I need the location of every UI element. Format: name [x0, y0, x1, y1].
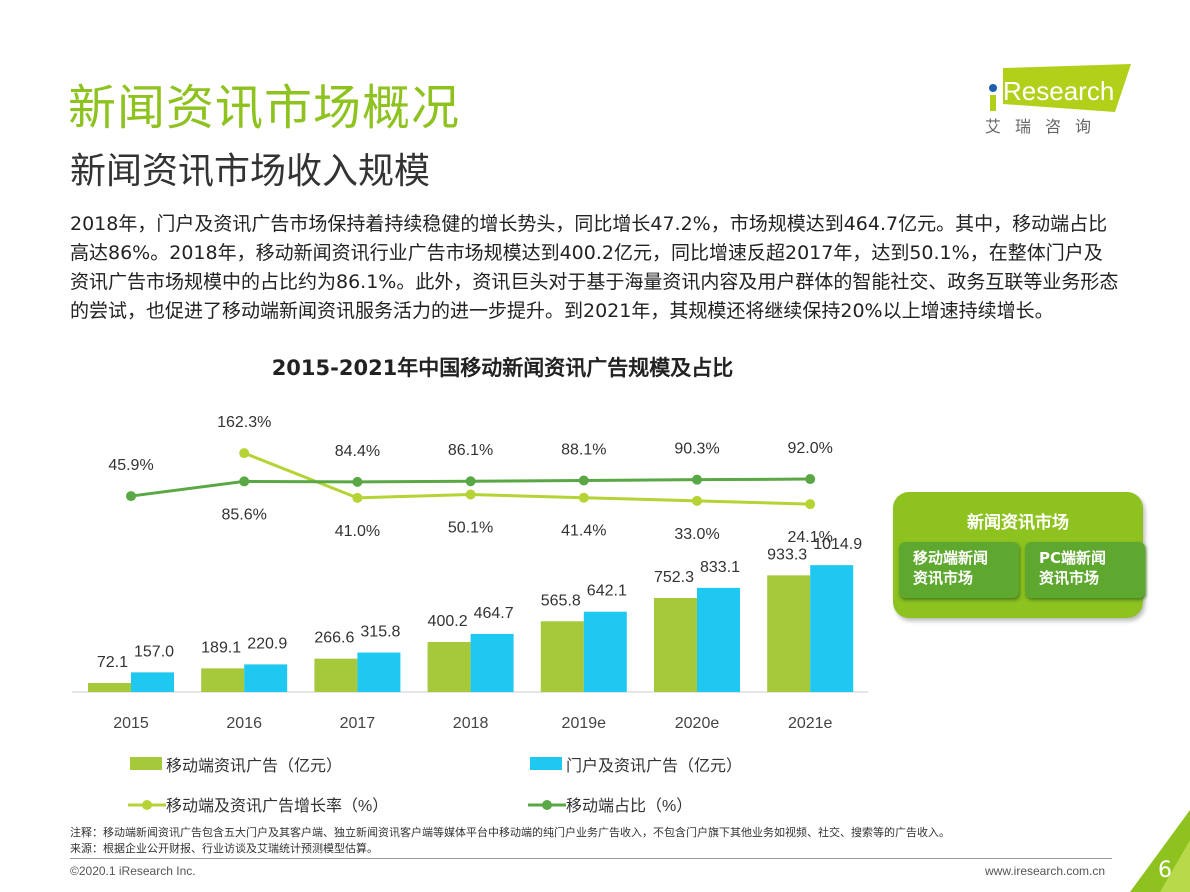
- line-point: [239, 448, 250, 459]
- diagram-item-mobile: 移动端新闻 资讯市场: [899, 542, 1019, 598]
- bar-label-mobile: 189.1: [201, 639, 241, 656]
- bar-label-portal: 464.7: [474, 605, 514, 622]
- line-point: [692, 495, 702, 506]
- website-link[interactable]: www.iresearch.com.cn: [985, 864, 1106, 878]
- diagram-item-pc: PC端新闻 资讯市场: [1025, 542, 1145, 598]
- line-label: 84.4%: [335, 443, 380, 460]
- page-title: 新闻资讯市场概况: [68, 80, 461, 136]
- line-point: [465, 489, 476, 500]
- footer-divider: [70, 858, 1112, 859]
- bar-label-mobile: 565.8: [541, 592, 581, 609]
- legend-label: 门户及资讯广告（亿元）: [566, 757, 742, 775]
- bar-portal: [810, 565, 854, 692]
- line-label: 41.4%: [561, 523, 606, 540]
- line-point: [352, 492, 363, 503]
- bar-mobile: [201, 668, 245, 692]
- bar-portal: [244, 664, 288, 692]
- line-label: 41.0%: [335, 523, 380, 540]
- page-number: 6: [1158, 858, 1172, 883]
- line-point: [805, 474, 816, 485]
- x-tick-label: 2018: [453, 715, 489, 732]
- line-label: 86.1%: [448, 442, 493, 459]
- legend-swatch: [130, 757, 162, 770]
- source-note: 来源：根据企业公开财报、行业访谈及艾瑞统计预测模型估算。: [70, 843, 378, 855]
- line-point: [239, 476, 250, 487]
- line-point: [465, 476, 476, 487]
- chart-title: 2015-2021年中国移动新闻资讯广告规模及占比: [271, 356, 734, 380]
- line-label: 92.0%: [788, 440, 833, 457]
- bar-portal: [357, 652, 401, 692]
- footnote: 注释：移动端新闻资讯广告包含五大门户及其客户端、独立新闻资讯客户端等媒体平台中移…: [70, 827, 950, 839]
- copyright: ©2020.1 iResearch Inc.: [70, 864, 196, 878]
- bar-label-mobile: 933.3: [767, 546, 807, 563]
- bar-portal: [131, 672, 174, 692]
- legend-swatch: [530, 757, 562, 770]
- bar-label-mobile: 266.6: [314, 630, 354, 647]
- bar-label-portal: 157.0: [134, 643, 174, 660]
- summary-paragraph: 2018年，门户及资讯广告市场保持着持续稳健的增长势头，同比增长47.2%，市场…: [70, 213, 1119, 322]
- bar-label-portal: 1014.9: [813, 536, 862, 553]
- bar-label-portal: 642.1: [587, 583, 627, 600]
- line-growth: [243, 451, 811, 506]
- line-label: 45.9%: [108, 457, 153, 474]
- line-label: 33.0%: [674, 526, 719, 543]
- x-tick-label: 2020e: [675, 715, 720, 732]
- legend-label: 移动端占比（%）: [566, 797, 692, 815]
- line-label: 162.3%: [217, 414, 271, 431]
- market-diagram: 新闻资讯市场 移动端新闻 资讯市场 PC端新闻 资讯市场: [893, 492, 1145, 618]
- diagram-title: 新闻资讯市场: [967, 513, 1069, 533]
- legend-label: 移动端资讯广告（亿元）: [166, 757, 342, 775]
- bar-label-portal: 220.9: [247, 635, 287, 652]
- x-tick-label: 2017: [340, 715, 376, 732]
- bar-mobile: [767, 575, 811, 692]
- legend-marker: [542, 800, 552, 810]
- bar-portal: [697, 587, 740, 692]
- line-label: 88.1%: [561, 441, 606, 458]
- bar-label-portal: 833.1: [700, 559, 740, 576]
- bar-portal: [583, 611, 627, 692]
- bar-mobile: [88, 682, 131, 692]
- bar-mobile: [314, 658, 358, 692]
- bar-mobile: [427, 641, 471, 692]
- bar-portal: [470, 633, 514, 692]
- bar-mobile: [540, 621, 584, 692]
- line-point: [126, 491, 136, 502]
- line-point: [805, 499, 816, 510]
- bar-label-portal: 315.8: [360, 624, 400, 641]
- line-point: [692, 474, 702, 485]
- bar-mobile: [654, 597, 697, 692]
- x-tick-label: 2019e: [562, 715, 607, 732]
- logo-cn-text: 艾瑞咨询: [985, 117, 1105, 136]
- page-subtitle: 新闻资讯市场收入规模: [70, 151, 431, 192]
- iresearch-logo: Research 艾瑞咨询: [985, 62, 1135, 146]
- legend-marker: [142, 800, 152, 810]
- line-point: [352, 476, 363, 487]
- svg-text:Research: Research: [1003, 76, 1114, 106]
- x-tick-label: 2015: [113, 715, 149, 732]
- chart: 2015 2016 2017 2018 2019e 2020e 2021e 72.1 157.0…: [72, 414, 868, 815]
- legend-label: 移动端及资讯广告增长率（%）: [166, 797, 388, 815]
- line-label: 24.1%: [788, 529, 833, 546]
- line-label: 85.6%: [222, 506, 267, 523]
- bar-label-mobile: 752.3: [654, 569, 694, 586]
- corner-decoration: [1130, 810, 1190, 892]
- bar-label-mobile: 72.1: [97, 654, 128, 671]
- line-point: [578, 475, 589, 486]
- line-label: 50.1%: [448, 520, 493, 537]
- x-tick-label: 2021e: [788, 715, 833, 732]
- line-label: 90.3%: [674, 441, 719, 458]
- bar-label-mobile: 400.2: [428, 613, 468, 630]
- line-point: [578, 492, 589, 503]
- x-tick-label: 2016: [226, 715, 262, 732]
